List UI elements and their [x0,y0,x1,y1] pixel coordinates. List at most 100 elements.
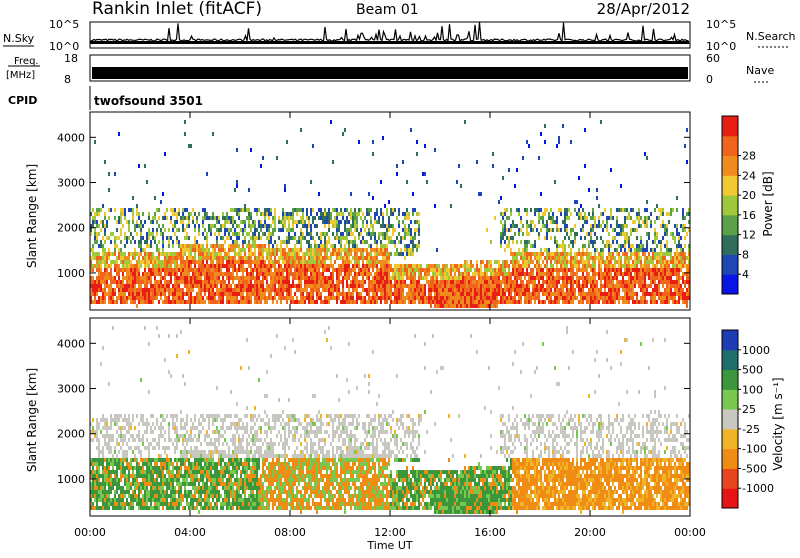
heatmap-cell [236,276,238,280]
heatmap-cell [560,212,562,216]
heatmap-cell [326,276,328,280]
heatmap-cell [242,220,244,224]
heatmap-cell [98,426,100,430]
heatmap-cell [300,216,302,220]
heatmap-cell [576,256,578,260]
heatmap-cell [418,292,420,296]
heatmap-cell [510,300,512,304]
heatmap-cell [188,216,190,220]
heatmap-cell [450,304,452,308]
heatmap-cell [614,284,616,288]
heatmap-cell [574,256,576,260]
heatmap-cell [554,220,556,224]
heatmap-cell [422,300,424,304]
heatmap-cell [118,272,120,276]
heatmap-cell [104,284,106,288]
heatmap-cell [172,268,174,272]
heatmap-cell [578,264,580,268]
heatmap-cell [316,284,318,288]
heatmap-cell [642,300,644,304]
heatmap-cell [92,284,94,288]
heatmap-cell [346,268,348,272]
heatmap-cell [236,292,238,296]
heatmap-cell [284,252,286,256]
heatmap-cell [178,256,180,260]
heatmap-cell [510,228,512,232]
heatmap-cell [384,276,386,280]
heatmap-cell [412,296,414,300]
heatmap-cell [460,280,462,284]
heatmap-cell [378,284,380,288]
heatmap-cell [332,220,334,224]
heatmap-cell [198,248,200,252]
heatmap-cell [262,252,264,256]
heatmap-cell [316,248,318,252]
heatmap-cell [244,288,246,292]
heatmap-cell [410,300,412,304]
heatmap-cell [318,192,320,196]
heatmap-cell [660,244,662,248]
heatmap-cell [128,220,130,224]
heatmap-cell [562,244,564,248]
heatmap-cell [216,284,218,288]
heatmap-cell [254,260,256,264]
heatmap-cell [598,288,600,292]
heatmap-cell [592,280,594,284]
heatmap-cell [284,224,286,228]
heatmap-cell [564,212,566,216]
heatmap-cell [374,292,376,296]
heatmap-cell [554,276,556,280]
heatmap-cell [608,296,610,300]
heatmap-cell [504,264,506,268]
heatmap-cell [250,248,252,252]
heatmap-cell [146,260,148,264]
colorbar-segment [722,215,738,235]
heatmap-cell [238,260,240,264]
heatmap-cell [118,292,120,296]
heatmap-cell [672,268,674,272]
heatmap-cell [356,292,358,296]
heatmap-cell [156,264,158,268]
heatmap-cell [216,240,218,244]
heatmap-cell [404,216,406,220]
heatmap-cell [612,236,614,240]
heatmap-cell [318,292,320,296]
heatmap-cell [368,244,370,248]
heatmap-cell [238,216,240,220]
heatmap-cell [134,284,136,288]
heatmap-cell [646,256,648,260]
heatmap-cell [252,260,254,264]
heatmap-cell [616,260,618,264]
heatmap-cell [278,228,280,232]
heatmap-cell [514,184,516,188]
colorbar-segment [722,136,738,156]
heatmap-cell [594,300,596,304]
heatmap-cell [532,292,534,296]
heatmap-cell [518,208,520,212]
heatmap-cell [534,292,536,296]
heatmap-cell [232,268,234,272]
heatmap-cell [622,252,624,256]
heatmap-cell [166,272,168,276]
heatmap-cell [348,268,350,272]
heatmap-cell [148,236,150,240]
heatmap-cell [356,260,358,264]
heatmap-cell [220,236,222,240]
freq-series [92,67,688,79]
heatmap-cell [650,276,652,280]
heatmap-cell [238,284,240,288]
heatmap-cell [526,296,528,300]
heatmap-cell [352,224,354,228]
heatmap-cell [484,280,486,284]
heatmap-cell [550,208,552,212]
heatmap-cell [300,236,302,240]
heatmap-cell [548,292,550,296]
heatmap-cell [190,296,192,300]
heatmap-cell [270,272,272,276]
heatmap-cell [666,272,668,276]
heatmap-cell [196,248,198,252]
heatmap-cell [520,276,522,280]
heatmap-cell [602,228,604,232]
heatmap-cell [684,284,686,288]
heatmap-cell [174,272,176,276]
